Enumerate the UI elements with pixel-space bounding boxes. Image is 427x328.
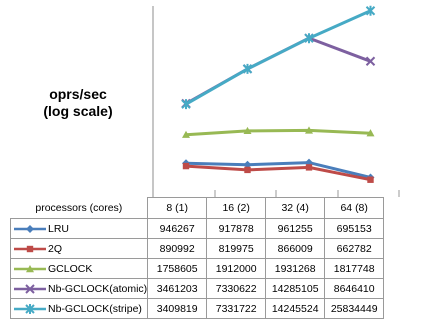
series-line	[185, 9, 372, 106]
data-point	[244, 166, 251, 174]
legend-entry: LRU	[9, 218, 149, 239]
category-label: 16 (2)	[206, 197, 267, 219]
data-point	[366, 129, 375, 137]
table-cell: 946267	[147, 218, 208, 239]
table-cell: 1931268	[265, 258, 326, 279]
data-point	[365, 5, 376, 16]
series-name: 2Q	[48, 242, 63, 255]
series-line	[185, 128, 371, 137]
legend-marker-icon	[14, 264, 46, 272]
legend-entry: 2Q	[9, 238, 149, 259]
data-point	[181, 99, 191, 110]
y-axis-title: oprs/sec (log scale)	[8, 86, 148, 120]
table-row: LRU 946267 917878 961255 695153	[9, 218, 385, 239]
y-axis-title-line-1: oprs/sec	[49, 86, 107, 102]
legend-marker-icon	[14, 224, 46, 233]
table-cell: 14285105	[265, 278, 326, 299]
table-header-row: processors (cores) 8 (1) 16 (2) 32 (4) 6…	[11, 197, 385, 219]
legend-marker-icon	[14, 284, 46, 294]
table-cell: 14245524	[265, 298, 326, 319]
table-cell: 7330622	[206, 278, 267, 299]
series-line	[185, 161, 371, 179]
table-row: GCLOCK 1758605 1912000 1931268 1817748	[9, 258, 385, 279]
data-point	[305, 126, 313, 134]
data-point	[365, 56, 376, 66]
series-name: LRU	[48, 222, 70, 235]
data-point	[367, 176, 374, 183]
table-cell: 695153	[324, 218, 385, 239]
series-line	[185, 164, 371, 182]
x-axis-title-text: processors (cores)	[35, 201, 123, 214]
table-cell: 1817748	[324, 258, 385, 279]
table-cell: 819975	[206, 238, 267, 259]
category-label: 8 (1)	[147, 197, 208, 219]
data-point	[242, 63, 253, 74]
table-row: 2Q 890992 819975 866009 662782	[9, 238, 385, 259]
table-cell: 866009	[265, 238, 326, 259]
y-axis-title-line-2: (log scale)	[43, 103, 113, 119]
table-cell: 25834449	[324, 298, 385, 319]
data-point	[243, 126, 252, 135]
legend-entry: Nb-GCLOCK(stripe)	[9, 298, 149, 319]
series-name: Nb-GCLOCK(stripe)	[48, 302, 142, 315]
data-point	[182, 130, 190, 138]
table-cell: 890992	[147, 238, 208, 259]
legend-marker-icon	[14, 245, 46, 252]
data-point	[305, 164, 313, 171]
table-row: Nb-GCLOCK(atomic) 3461203 7330622 14285105 8…	[9, 278, 385, 299]
table-cell: 1912000	[206, 258, 267, 279]
legend-entry: GCLOCK	[9, 258, 149, 279]
table-cell: 3409819	[147, 298, 208, 319]
category-label: 64 (8)	[324, 197, 385, 219]
table-cell: 8646410	[324, 278, 385, 299]
data-table: processors (cores) 8 (1) 16 (2) 32 (4) 6…	[9, 197, 385, 319]
data-point	[304, 33, 314, 44]
table-cell: 1758605	[147, 258, 208, 279]
legend-entry: Nb-GCLOCK(atomic)	[9, 278, 149, 299]
table-row: Nb-GCLOCK(stripe) 3409819 7331722 14245524 2…	[9, 298, 385, 319]
category-label: 32 (4)	[265, 197, 326, 219]
table-cell: 7331722	[206, 298, 267, 319]
legend-marker-icon	[14, 303, 46, 314]
series-name: GCLOCK	[48, 262, 93, 275]
table-cell: 662782	[324, 238, 385, 259]
data-point	[243, 160, 252, 169]
data-point	[182, 162, 190, 170]
x-axis-title: processors (cores)	[11, 198, 148, 219]
table-cell: 917878	[206, 218, 267, 239]
table-cell: 3461203	[147, 278, 208, 299]
series-line	[185, 36, 372, 105]
table-cell: 961255	[265, 218, 326, 239]
series-name: Nb-GCLOCK(atomic)	[48, 282, 148, 295]
